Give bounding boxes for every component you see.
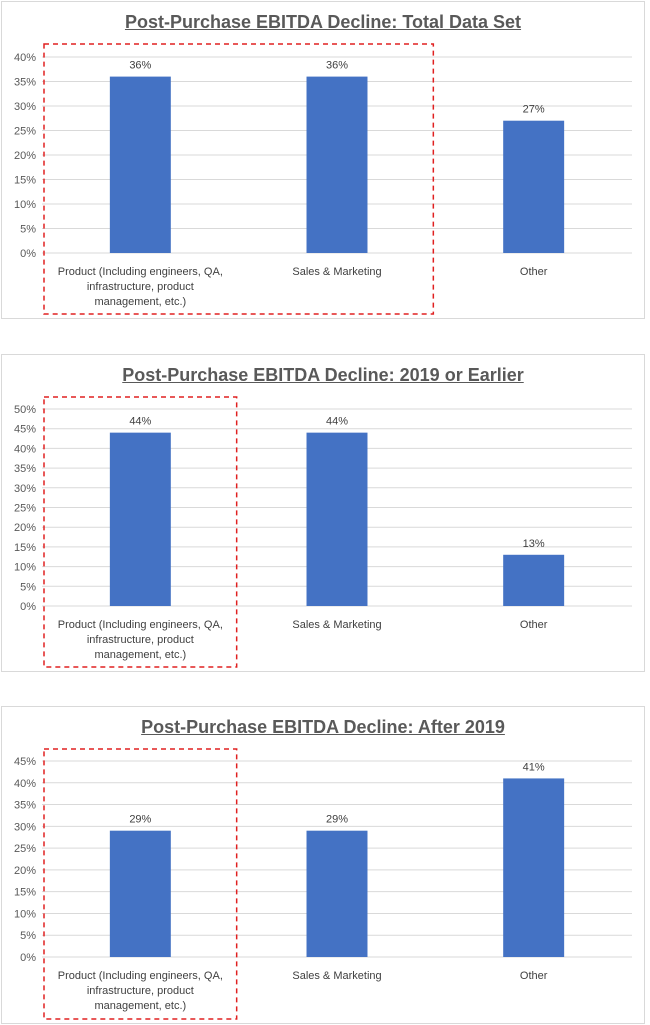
data-label: 27% — [523, 104, 545, 116]
y-tick-label: 25% — [14, 843, 36, 855]
bar — [503, 778, 565, 957]
data-label: 13% — [523, 538, 545, 550]
category-label-line: Other — [520, 266, 548, 278]
category-label-line: infrastructure, product — [87, 634, 194, 646]
chart-title: Post-Purchase EBITDA Decline: After 2019 — [141, 717, 505, 737]
category-label-line: management, etc.) — [94, 296, 186, 308]
chart-2019-or-earlier: Post-Purchase EBITDA Decline: 2019 or Ea… — [1, 354, 645, 672]
y-tick-label: 0% — [20, 952, 36, 964]
data-label: 36% — [326, 60, 348, 72]
chart-plot: 0% 5% 10% 15% 20% 25% 30% 35% 40% 36% Product (Inc… — [14, 43, 632, 315]
highlight-box — [43, 748, 238, 1020]
y-tick-label: 25% — [14, 126, 36, 138]
y-tick-label: 25% — [14, 503, 36, 515]
y-tick-label: 10% — [14, 908, 36, 920]
category-label-line: Sales & Marketing — [292, 619, 381, 631]
bar — [306, 76, 368, 253]
data-label: 44% — [326, 416, 348, 428]
chart-plot: 0% 5% 10% 15% 20% 25% 30% 35% 40% 45% 50% 44% Produc… — [14, 396, 632, 668]
y-tick-label: 35% — [14, 800, 36, 812]
y-tick-label: 0% — [20, 248, 36, 260]
bar — [306, 830, 368, 957]
y-tick-label: 20% — [14, 865, 36, 877]
chart-after-2019: Post-Purchase EBITDA Decline: After 2019… — [1, 706, 645, 1024]
category-label-line: Sales & Marketing — [292, 266, 381, 278]
bar — [503, 554, 565, 606]
y-tick-label: 5% — [20, 224, 36, 236]
category-label: Sales & Marketing — [292, 619, 381, 631]
category-label: Product (Including engineers, QA, infrast… — [58, 970, 223, 1012]
y-tick-label: 35% — [14, 463, 36, 475]
y-tick-label: 20% — [14, 150, 36, 162]
chart-total-data-set: Post-Purchase EBITDA Decline: Total Data… — [1, 1, 645, 319]
category-label-line: Product (Including engineers, QA, — [58, 970, 223, 982]
category-label-line: management, etc.) — [94, 649, 186, 661]
data-label: 29% — [129, 814, 151, 826]
y-tick-label: 5% — [20, 581, 36, 593]
data-label: 36% — [129, 60, 151, 72]
bar — [306, 432, 368, 606]
category-label: Other — [520, 266, 548, 278]
category-label-line: management, etc.) — [94, 1000, 186, 1012]
y-tick-label: 30% — [14, 821, 36, 833]
category-label-line: Other — [520, 619, 548, 631]
y-tick-label: 45% — [14, 424, 36, 436]
y-tick-label: 15% — [14, 542, 36, 554]
category-label-line: Sales & Marketing — [292, 970, 381, 982]
chart-plot: 0% 5% 10% 15% 20% 25% 30% 35% 40% 45% 29% Product (… — [14, 748, 632, 1020]
category-label-line: Product (Including engineers, QA, — [58, 619, 223, 631]
category-label: Product (Including engineers, QA, infrast… — [58, 619, 223, 661]
bar — [503, 120, 565, 253]
bar — [109, 76, 171, 253]
y-tick-label: 40% — [14, 778, 36, 790]
category-label: Product (Including engineers, QA, infrast… — [58, 266, 223, 308]
y-tick-label: 15% — [14, 887, 36, 899]
y-tick-label: 10% — [14, 199, 36, 211]
y-tick-label: 40% — [14, 52, 36, 64]
y-tick-label: 10% — [14, 562, 36, 574]
y-tick-label: 30% — [14, 101, 36, 113]
y-tick-label: 15% — [14, 175, 36, 187]
data-label: 44% — [129, 416, 151, 428]
category-label-line: infrastructure, product — [87, 281, 194, 293]
y-tick-label: 5% — [20, 930, 36, 942]
y-tick-label: 40% — [14, 443, 36, 455]
chart-title: Post-Purchase EBITDA Decline: 2019 or Ea… — [122, 365, 524, 385]
y-tick-label: 45% — [14, 756, 36, 768]
category-label: Sales & Marketing — [292, 266, 381, 278]
data-label: 29% — [326, 814, 348, 826]
y-tick-label: 35% — [14, 77, 36, 89]
category-label-line: infrastructure, product — [87, 985, 194, 997]
highlight-box — [43, 396, 238, 668]
y-tick-label: 30% — [14, 483, 36, 495]
y-tick-label: 20% — [14, 522, 36, 534]
chart-title: Post-Purchase EBITDA Decline: Total Data… — [124, 12, 522, 32]
bar — [109, 830, 171, 957]
category-label-line: Product (Including engineers, QA, — [58, 266, 223, 278]
y-tick-label: 50% — [14, 404, 36, 416]
category-label: Other — [520, 619, 548, 631]
category-label: Other — [520, 970, 548, 982]
y-tick-label: 0% — [20, 601, 36, 613]
data-label: 41% — [523, 761, 545, 773]
category-label: Sales & Marketing — [292, 970, 381, 982]
highlight-box — [43, 43, 435, 315]
category-label-line: Other — [520, 970, 548, 982]
bar — [109, 432, 171, 606]
